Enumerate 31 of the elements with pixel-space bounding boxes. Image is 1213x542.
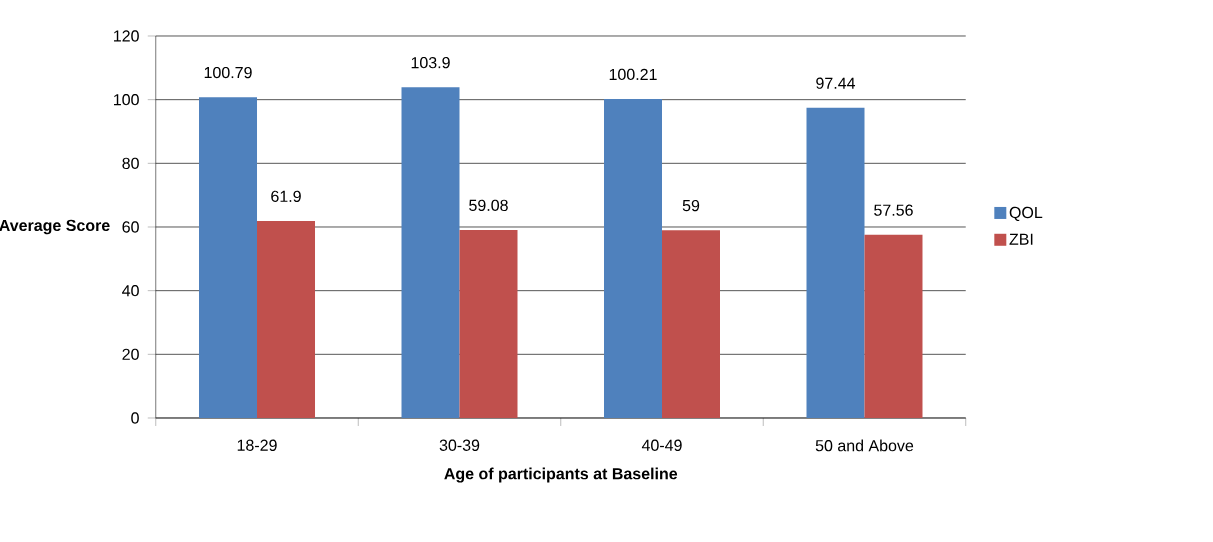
- data-label: 97.44: [816, 77, 856, 89]
- y-tick-label: 20: [122, 348, 139, 360]
- y-tick-label: 40: [122, 285, 139, 297]
- legend-label: QOL: [1009, 206, 1043, 222]
- x-tick-label: 40-49: [641, 439, 682, 451]
- bar: [257, 220, 316, 418]
- data-label: 59.08: [469, 199, 508, 211]
- bar: [199, 97, 258, 418]
- x-tick-label: 30-39: [439, 439, 480, 451]
- bar: [806, 107, 865, 418]
- data-label: 61.9: [271, 190, 301, 202]
- x-axis-title: Age of participants at Baseline: [444, 467, 678, 483]
- y-tick-label: 120: [114, 30, 139, 42]
- y-axis-title: Average Score: [0, 219, 110, 235]
- bar: [604, 98, 662, 418]
- bar: [864, 234, 923, 418]
- bar: [662, 230, 720, 418]
- data-label: 100.21: [609, 68, 657, 81]
- data-label: 57.56: [874, 204, 913, 216]
- y-tick-label: 100: [114, 94, 139, 106]
- data-label: 59: [682, 199, 700, 212]
- bar: [401, 87, 460, 418]
- y-tick-label: 0: [131, 412, 139, 424]
- data-label: 103.9: [411, 56, 450, 69]
- data-label: 100.79: [204, 66, 252, 79]
- y-tick-label: 60: [122, 221, 139, 233]
- y-tick-label: 80: [122, 157, 139, 169]
- bar: [459, 229, 518, 418]
- legend-label: ZBI: [1009, 233, 1033, 245]
- x-tick-label: 50 and Above: [815, 439, 914, 452]
- x-tick-label: 18-29: [237, 439, 277, 451]
